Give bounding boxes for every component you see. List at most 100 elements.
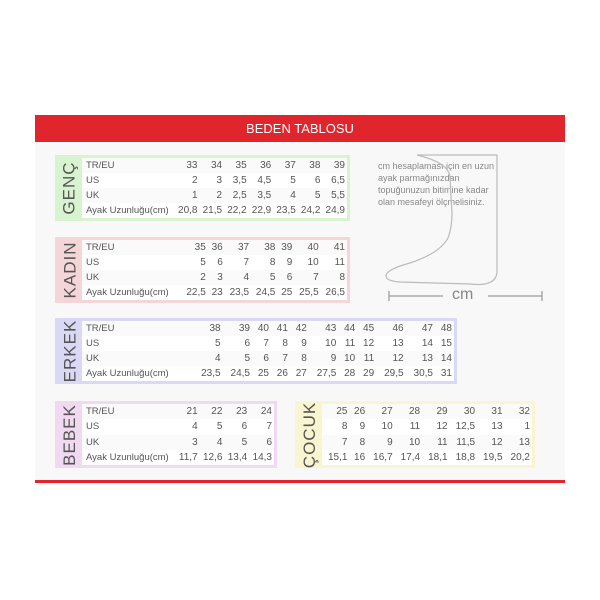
size-cell: 3 bbox=[216, 175, 223, 186]
size-cell: 27 bbox=[367, 404, 395, 420]
size-cell: 36 bbox=[248, 158, 274, 173]
row-label: UK bbox=[82, 188, 175, 203]
table-row: 25 26 27 28 29 30 31 32 bbox=[322, 404, 532, 420]
table-kadin: KADIN TR/EU 35 36 37 38 39 40 41 US 5 6 7 8 9 10 11 UK 2 3 4… bbox=[55, 237, 350, 303]
size-cell: 35 bbox=[224, 158, 249, 173]
size-cell: 41 bbox=[270, 321, 290, 336]
size-cell: 5,5 bbox=[322, 188, 347, 203]
size-cell: 24,9 bbox=[325, 205, 345, 216]
table-row: Ayak Uzunluğu(cm) 20,8 21,5 22,2 22,9 23,5 24,… bbox=[82, 203, 347, 218]
size-cell: 22 bbox=[199, 404, 225, 420]
table-row: 8 9 10 11 12 12,5 13 1 bbox=[322, 419, 532, 434]
table-row: TR/EU 38 39 40 41 42 43 44 45 46 47 48 bbox=[82, 321, 454, 336]
table-row: Ayak Uzunluğu(cm) 22,5 23 23,5 24,5 25 25,5 26,… bbox=[82, 285, 347, 300]
row-label: UK bbox=[82, 270, 182, 285]
chart-title: BEDEN TABLOSU bbox=[35, 115, 565, 142]
size-cell: 45 bbox=[357, 321, 377, 336]
size-cell: 25 bbox=[322, 404, 350, 420]
size-cell: 11,5 bbox=[449, 434, 478, 450]
size-cell: 25,5 bbox=[299, 287, 319, 298]
size-cell: 32 bbox=[504, 404, 532, 420]
size-cell: 24,5 bbox=[255, 287, 276, 298]
size-cell: 23 bbox=[224, 404, 250, 420]
size-cell: 18,8 bbox=[455, 451, 476, 463]
size-cell: 43 bbox=[308, 321, 339, 336]
size-cell: 6 bbox=[241, 421, 248, 433]
size-cell: 5 bbox=[222, 351, 252, 366]
category-name: ERKEK bbox=[60, 319, 80, 383]
size-cell: 13 bbox=[392, 338, 404, 349]
size-cell: 25 bbox=[257, 368, 269, 379]
table-row: UK 1 2 2,5 3,5 4 5 5,5 bbox=[82, 188, 347, 203]
size-cell: 11 bbox=[344, 338, 356, 349]
size-cell: 4 bbox=[192, 421, 198, 433]
size-cell: 37 bbox=[224, 240, 252, 255]
row-label: TR/EU bbox=[82, 240, 182, 255]
size-cell: 26 bbox=[349, 404, 368, 420]
size-cell: 25 bbox=[281, 287, 293, 298]
row-label: TR/EU bbox=[82, 321, 194, 336]
size-table: TR/EU 33 34 35 36 37 38 39 US 2 3 3,5 4,5 5 6 6,5 UK 1 2 2,… bbox=[82, 158, 347, 218]
size-cell: 13 bbox=[504, 434, 532, 450]
category-name: ÇOCUK bbox=[300, 401, 319, 468]
size-cell: 21,5 bbox=[202, 205, 223, 216]
size-cell: 33 bbox=[174, 158, 200, 173]
row-label: TR/EU bbox=[82, 158, 175, 173]
category-name: BEBEK bbox=[60, 403, 80, 466]
size-cell: 8 bbox=[289, 351, 309, 366]
size-cell: 8 bbox=[320, 270, 347, 285]
size-cell: 15,1 bbox=[328, 451, 348, 463]
size-cell: 7 bbox=[322, 434, 350, 450]
category-name: GENÇ bbox=[60, 161, 79, 215]
size-cell: 28 bbox=[394, 404, 423, 420]
size-cell: 9 bbox=[286, 257, 293, 268]
size-cell: 2 bbox=[181, 270, 208, 285]
table-row: UK 4 5 6 7 8 9 10 11 12 13 14 bbox=[82, 351, 454, 366]
table-row: UK 3 4 5 6 bbox=[82, 434, 274, 450]
size-cell: 5 bbox=[297, 188, 323, 203]
size-cell: 21 bbox=[175, 404, 200, 420]
size-cell: 6 bbox=[217, 257, 223, 268]
size-cell: 1 bbox=[174, 188, 200, 203]
size-cell: 14,3 bbox=[252, 451, 272, 463]
size-cell: 16,7 bbox=[373, 451, 393, 463]
size-cell: 6 bbox=[314, 175, 321, 186]
size-cell: 5 bbox=[290, 175, 296, 186]
size-cell: 10 bbox=[338, 351, 358, 366]
size-cell: 10 bbox=[325, 338, 337, 349]
size-cell: 6,5 bbox=[331, 175, 345, 186]
size-cell: 2 bbox=[191, 175, 198, 186]
table-cocuk: ÇOCUK 25 26 27 28 29 30 31 32 8 9 10 11 12 12,5 13 1 7 8 9 1… bbox=[295, 401, 535, 468]
size-cell: 22,5 bbox=[186, 287, 206, 298]
size-cell: 14 bbox=[421, 338, 433, 349]
size-cell: 7 bbox=[243, 257, 250, 268]
size-cell: 24 bbox=[249, 404, 274, 420]
row-label: US bbox=[86, 175, 100, 186]
size-cell: 5 bbox=[251, 270, 278, 285]
size-cell: 3,5 bbox=[248, 188, 274, 203]
size-cell: 9 bbox=[359, 421, 366, 433]
table-row: US 5 6 7 8 9 10 11 bbox=[82, 255, 347, 270]
size-cell: 8 bbox=[341, 421, 348, 433]
size-cell: 16 bbox=[354, 451, 366, 463]
size-cell: 23,5 bbox=[201, 368, 221, 379]
row-label: Ayak Uzunluğu(cm) bbox=[86, 368, 169, 379]
size-cell: 5 bbox=[224, 434, 250, 450]
size-cell: 27 bbox=[295, 368, 307, 379]
table-row: US 5 6 7 8 9 10 11 12 13 14 15 bbox=[82, 336, 454, 351]
bottom-divider bbox=[35, 480, 565, 483]
size-cell: 12 bbox=[477, 434, 505, 450]
category-label: KADIN bbox=[58, 240, 82, 300]
size-cell: 12,6 bbox=[202, 451, 223, 463]
size-cell: 22,9 bbox=[251, 205, 272, 216]
size-cell: 3 bbox=[175, 434, 200, 450]
table-row: UK 2 3 4 5 6 7 8 bbox=[82, 270, 347, 285]
row-label: US bbox=[86, 257, 100, 268]
size-cell: 11 bbox=[422, 434, 450, 450]
size-cell: 7 bbox=[266, 421, 272, 433]
size-cell: 6 bbox=[249, 434, 274, 450]
size-cell: 4 bbox=[199, 434, 225, 450]
size-table: TR/EU 21 22 23 24 US 4 5 6 7 UK 3 4 5 6 Ayak Uzunluğu(c… bbox=[82, 404, 274, 465]
size-cell: 29,5 bbox=[384, 368, 404, 379]
table-row: US 4 5 6 7 bbox=[82, 419, 274, 434]
